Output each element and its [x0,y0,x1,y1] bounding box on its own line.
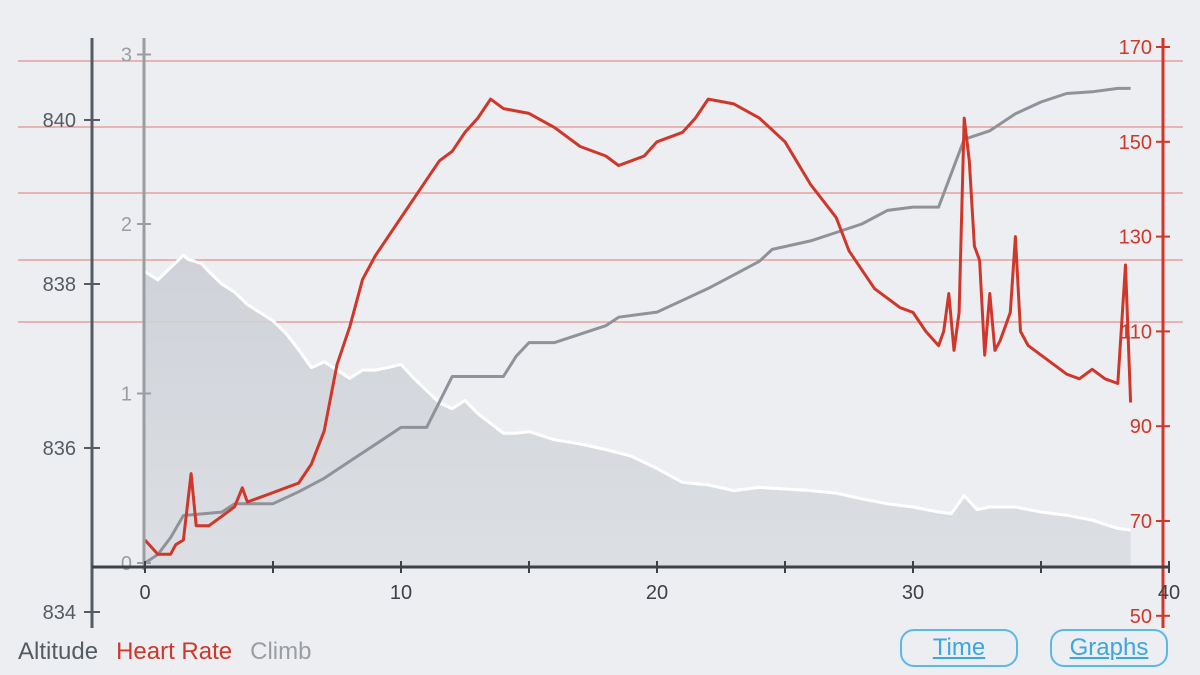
x-tick-label: 40 [1158,582,1180,604]
x-tick-label: 10 [390,582,412,604]
x-tick-label: 30 [902,582,924,604]
heart-rate-tick-label: 170 [1119,37,1152,59]
heart-rate-tick-label: 70 [1130,511,1152,533]
altitude-tick-label: 834 [43,602,76,624]
climb-tick-label: 3 [121,45,132,67]
heart-rate-tick-label: 110 [1120,321,1152,343]
legend-altitude[interactable]: Altitude [18,638,99,665]
legend: Altitude Heart Rate Climb [18,638,311,666]
series-lines-layer [143,86,1133,565]
altitude-tick-label: 840 [43,110,76,132]
heart-rate-line [143,97,1133,556]
heart-rate-tick-label: 130 [1119,227,1152,249]
altitude-tick-label: 838 [43,274,76,296]
legend-climb[interactable]: Climb [250,638,312,665]
graphs-button[interactable]: Graphs [1050,629,1168,667]
altitude-area-layer [144,253,1131,568]
climb-tick-label: 2 [121,214,132,236]
heart-rate-tick-label: 90 [1130,416,1152,438]
axes-layer: 834 836 838 840 0 1 2 3 50 70 90 110 130 150 170 0 10 20 3… [43,37,1180,628]
climb-tick-label: 0 [121,553,132,575]
climb-tick-label: 1 [121,384,132,406]
altitude-tick-label: 836 [43,438,76,460]
heart-rate-tick-label: 50 [1130,606,1152,628]
x-tick-label: 0 [139,582,150,604]
legend-heart-rate[interactable]: Heart Rate [116,638,233,665]
time-button[interactable]: Time [900,629,1018,667]
altitude-area [145,255,1131,568]
altitude-line [144,253,1131,532]
x-tick-label: 20 [646,582,668,604]
heart-rate-tick-label: 150 [1119,132,1152,154]
